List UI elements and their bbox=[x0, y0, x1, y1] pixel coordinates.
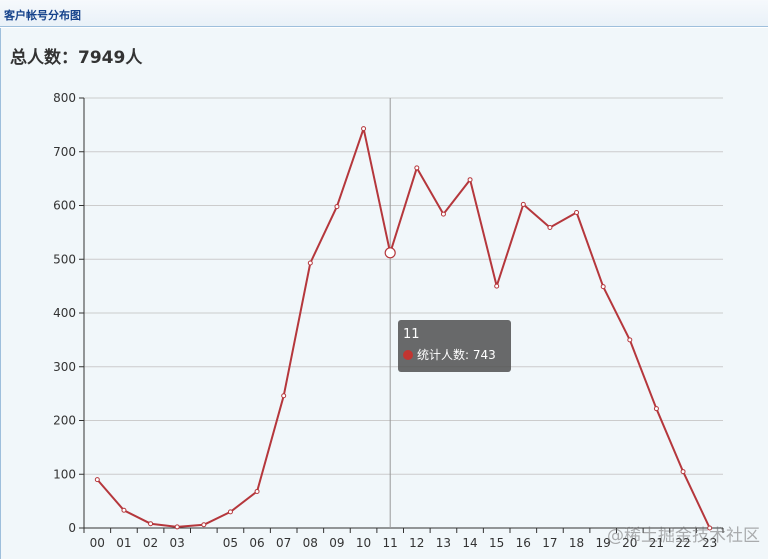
data-point bbox=[307, 260, 313, 266]
x-tick-label: 03 bbox=[170, 536, 185, 550]
data-point bbox=[414, 165, 420, 171]
y-tick-label: 700 bbox=[53, 145, 76, 159]
tooltip-value: 743 bbox=[472, 348, 496, 362]
data-point bbox=[201, 522, 207, 528]
x-tick-label: 01 bbox=[116, 536, 131, 550]
data-point bbox=[467, 177, 473, 183]
x-tick-label: 21 bbox=[649, 536, 664, 550]
data-point bbox=[600, 284, 606, 290]
data-point bbox=[227, 509, 233, 515]
data-point bbox=[440, 211, 446, 217]
data-point bbox=[121, 507, 127, 513]
y-tick-label: 0 bbox=[68, 521, 76, 535]
x-tick-label: 10 bbox=[356, 536, 371, 550]
tooltip-series-label: 统计人数 bbox=[417, 348, 466, 362]
data-point bbox=[707, 525, 713, 531]
x-tick-label: 08 bbox=[303, 536, 318, 550]
tooltip-row: 统计人数: 743 bbox=[403, 346, 506, 364]
data-point bbox=[334, 204, 340, 210]
data-point bbox=[281, 393, 287, 399]
grid-lines bbox=[84, 97, 723, 475]
data-point bbox=[680, 469, 686, 475]
panel-title: 客户帐号分布图 bbox=[4, 9, 81, 22]
y-tick-label: 300 bbox=[53, 360, 76, 374]
data-point bbox=[361, 126, 367, 132]
data-point bbox=[520, 201, 526, 207]
x-tick-label: 09 bbox=[329, 536, 344, 550]
x-tick-label: 15 bbox=[489, 536, 504, 550]
y-tick-label: 500 bbox=[53, 252, 76, 266]
data-point bbox=[574, 209, 580, 215]
axes bbox=[79, 97, 724, 533]
x-tick-label: 13 bbox=[436, 536, 451, 550]
data-point bbox=[148, 521, 154, 527]
x-tick-label: 11 bbox=[383, 536, 398, 550]
x-tick-label: 07 bbox=[276, 536, 291, 550]
series-color-dot bbox=[403, 350, 413, 360]
y-tick-label: 100 bbox=[53, 467, 76, 481]
x-tick-label: 14 bbox=[462, 536, 477, 550]
tooltip-title: 11 bbox=[403, 327, 420, 342]
series-line bbox=[96, 127, 711, 529]
x-tick-label: 06 bbox=[249, 536, 264, 550]
y-tick-label: 400 bbox=[53, 306, 76, 320]
x-tick-label: 12 bbox=[409, 536, 424, 550]
x-tick-label: 02 bbox=[143, 536, 158, 550]
x-tick-label: 19 bbox=[596, 536, 611, 550]
data-point bbox=[653, 406, 659, 412]
y-tick-label: 600 bbox=[53, 199, 76, 213]
x-tick-label: 16 bbox=[516, 536, 531, 550]
tick-labels: 0 100 200 300 400 500 600 700 800 00 01 02 03 05 06 07 0… bbox=[53, 91, 717, 550]
data-point bbox=[174, 524, 180, 530]
x-tick-label: 23 bbox=[702, 536, 717, 550]
chart-panel bbox=[0, 28, 768, 559]
x-tick-label: 00 bbox=[90, 536, 105, 550]
x-tick-label: 17 bbox=[542, 536, 557, 550]
x-tick-label: 05 bbox=[223, 536, 238, 550]
data-point bbox=[627, 337, 633, 343]
data-tooltip: 11 统计人数: 743 bbox=[398, 320, 511, 372]
panel-header: 客户帐号分布图 bbox=[0, 0, 768, 27]
series-line-path bbox=[96, 127, 711, 529]
tooltip-separator: : bbox=[465, 348, 473, 362]
highlighted-data-point bbox=[384, 247, 396, 259]
y-tick-label: 800 bbox=[53, 91, 76, 105]
data-point bbox=[94, 477, 100, 483]
x-tick-label: 22 bbox=[675, 536, 690, 550]
total-users-label: 总人数：7949人 bbox=[10, 48, 143, 68]
data-point bbox=[254, 488, 260, 494]
data-points bbox=[94, 126, 713, 531]
watermark: @稀土掘金技术社区 bbox=[607, 526, 760, 546]
data-point bbox=[494, 283, 500, 289]
data-point bbox=[547, 225, 553, 231]
x-tick-label: 20 bbox=[622, 536, 637, 550]
x-tick-label: 18 bbox=[569, 536, 584, 550]
y-tick-label: 200 bbox=[53, 414, 76, 428]
